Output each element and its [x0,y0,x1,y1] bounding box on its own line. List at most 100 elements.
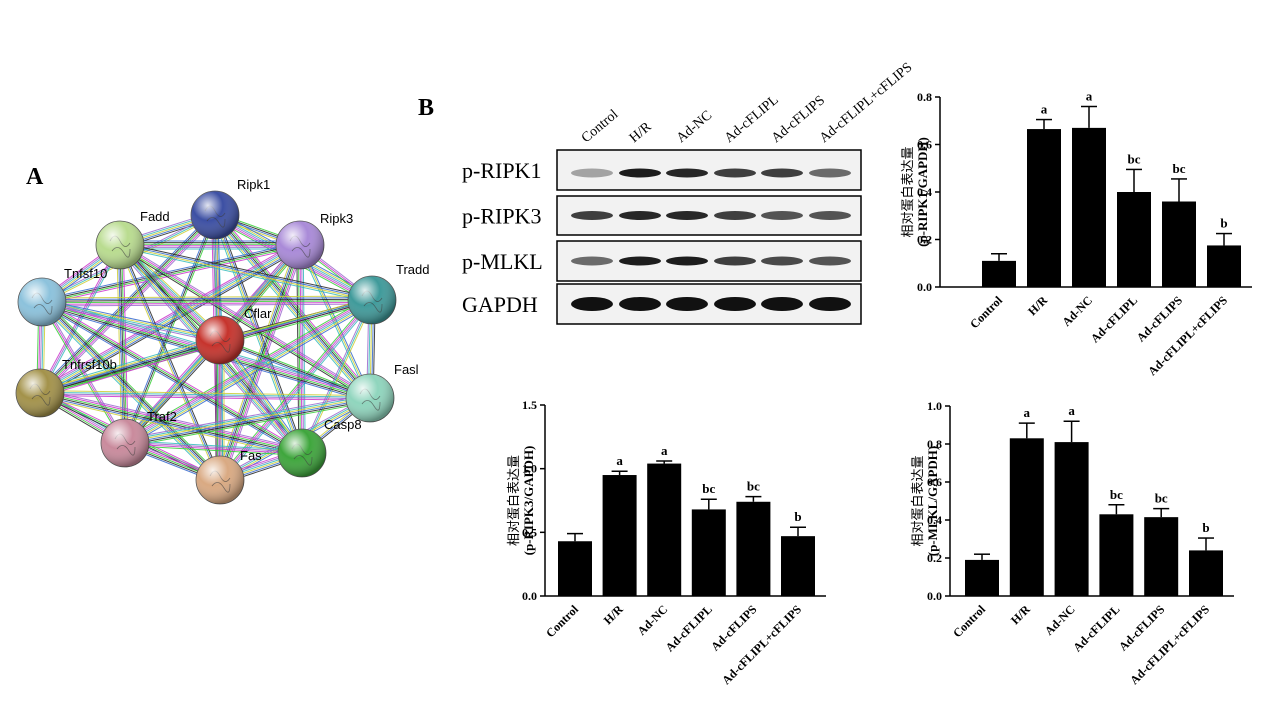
edge [118,245,219,481]
edge [40,340,221,395]
y-tick-label: 0.6 [927,475,942,489]
x-tick-label: Ad-cFLIPL+cFLIPS [1145,293,1230,378]
bar-chart: 0.0 0.2 0.4 0.6 0.8 1.0 相对蛋白表达量 (p-MLKL/GAPDH) C… [910,399,1234,687]
significance-letter: b [1220,216,1227,231]
edge [124,395,370,442]
bar [1072,127,1106,287]
blot-row-label: p-RIPK1 [462,158,541,183]
blot-band [619,256,661,266]
bar [982,260,1016,287]
node-shine [18,278,66,326]
bar [1117,192,1151,287]
node-shine [348,276,396,324]
blot-band [761,297,803,311]
significance-letter: bc [1173,161,1186,176]
edge [120,242,373,299]
blot-lane-label: Ad-NC [674,108,715,146]
blot-band [619,297,661,311]
edge [119,246,372,303]
edge [38,244,120,393]
y-tick-label: 0.2 [927,551,942,565]
edge [39,338,220,393]
edge [118,246,370,401]
edge [299,244,371,399]
bar [1189,550,1223,596]
bar [736,501,771,596]
edge [124,443,302,455]
edge [120,243,371,398]
node-label: Fadd [140,209,170,224]
blot-band [761,168,803,178]
edge [124,298,372,443]
edge [41,295,372,299]
blot-band [666,256,708,266]
significance-letter: a [1041,102,1048,117]
bar-chart: 0.0 0.5 1.0 1.5 相对蛋白表达量 (p-RIPK3/GAPDH) Contro… [506,398,826,687]
edge [40,343,222,398]
edge [120,243,373,300]
x-tick-label: Ad-cFLIPL+cFLIPS [719,602,804,687]
edge [41,301,126,444]
blot-band [666,297,708,311]
bar [781,536,815,596]
edge [296,245,300,454]
node-label: Cflar [244,306,272,321]
node-shine [101,419,149,467]
blot-row-label: p-MLKL [462,249,543,274]
edge [125,401,371,448]
edge [40,390,303,452]
blot-band [571,211,613,220]
significance-letter: b [794,509,801,524]
edge [302,244,306,453]
y-tick-label: 0.8 [917,90,932,104]
edge [39,394,302,456]
edge [42,245,301,304]
blot-band [714,168,756,178]
edge [41,301,221,481]
bar [1099,514,1134,596]
blot-band [809,168,851,178]
node-shine [196,316,244,364]
edge [125,399,371,446]
edge [42,303,373,307]
western-blot: p-RIPK1 p-RIPK3 p-MLKL GAPDH Control H/R Ad-NC… [462,60,915,325]
significance-letter: a [1024,405,1031,420]
bar [1144,517,1179,596]
y-tick-label: 0.5 [522,525,537,539]
x-tick-label: Control [543,602,581,640]
y-tick-label: 0.6 [917,138,932,152]
edge [125,398,371,445]
bar [1027,129,1061,287]
edge [42,300,221,340]
edge [303,300,374,454]
bar [558,541,592,596]
edge [41,297,372,301]
edge [42,299,304,452]
edge [301,244,372,398]
edge [38,396,302,458]
edge [124,444,302,456]
node-label: Traf2 [147,409,177,424]
y-axis-label: 相对蛋白表达量 [506,455,521,546]
y-axis-label: 相对蛋白表达量 [900,146,915,237]
bar-chart: 0.0 0.2 0.4 0.6 0.8 相对蛋白表达量 (p-RIPK1/GAPDH) Con… [900,89,1252,378]
x-tick-label: Ad-cFLIPL [663,602,715,654]
node-label: Fasl [394,362,419,377]
significance-letter: a [661,443,668,458]
blot-band [714,297,756,311]
node-label: Casp8 [324,417,362,432]
edge [42,299,221,339]
network: Ripk1 Ripk3 Fadd Tradd Tnfsf10 Cflar Tnfrsf10b… [15,177,429,505]
edge [297,245,301,454]
node-label: Ripk3 [320,211,353,226]
edge [40,391,371,398]
node-shine [191,191,239,239]
y-axis-label: (p-MLKL/GAPDH) [925,446,940,557]
edge [301,244,305,453]
bar [965,559,999,596]
blot-band [666,211,708,220]
y-tick-label: 0.2 [917,233,932,247]
x-tick-label: Ad-cFLIPL [1088,293,1140,345]
